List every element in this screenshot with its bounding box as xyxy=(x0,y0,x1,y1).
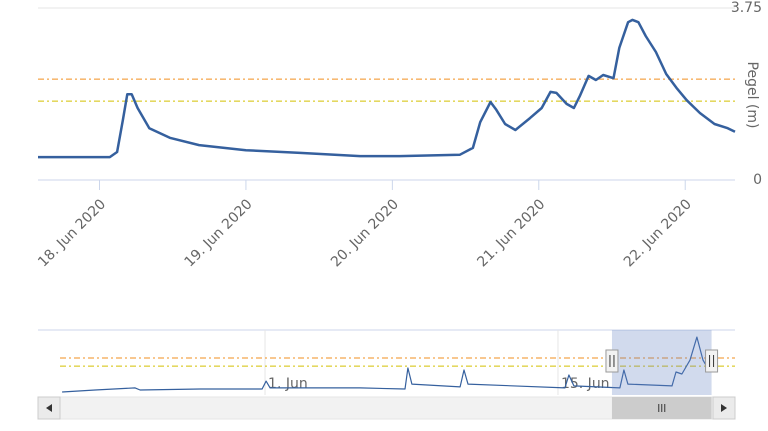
navigator-tick-label: 15. Jun xyxy=(561,376,610,392)
x-tick-label: 20. Jun 2020 xyxy=(328,196,402,270)
data-line xyxy=(62,336,711,393)
y-tick-label: 0 xyxy=(753,172,762,188)
left-arrow xyxy=(46,404,52,412)
right-arrow xyxy=(721,404,727,412)
x-tick-label: 21. Jun 2020 xyxy=(474,196,548,270)
navigator-handle[interactable] xyxy=(605,349,619,373)
navigator-handle[interactable] xyxy=(705,349,719,373)
y-axis-title: Pegel (m) xyxy=(744,62,760,129)
x-tick-label: 22. Jun 2020 xyxy=(621,196,695,270)
x-tick-label: 18. Jun 2020 xyxy=(35,196,109,270)
navigator-selection xyxy=(611,330,712,395)
x-tick-label: 19. Jun 2020 xyxy=(182,196,256,270)
data-line xyxy=(38,18,736,159)
y-tick-label: 3.75 xyxy=(731,0,762,16)
navigator-tick-label: 1. Jun xyxy=(268,376,308,392)
